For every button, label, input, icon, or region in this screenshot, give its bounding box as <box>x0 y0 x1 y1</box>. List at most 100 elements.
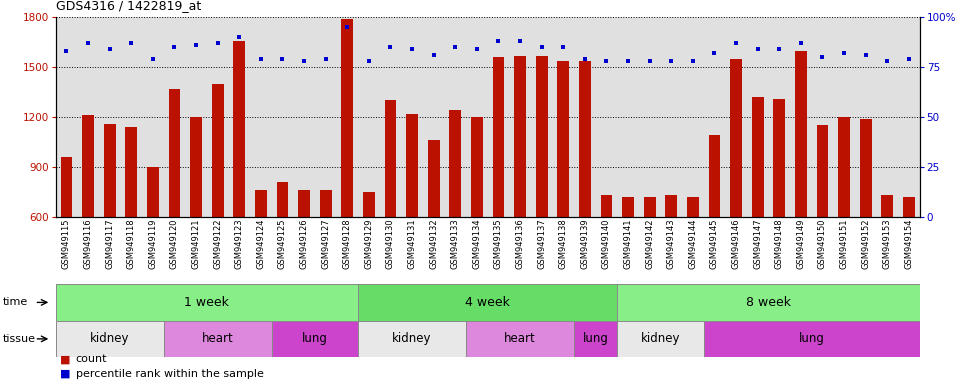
Bar <box>358 284 617 321</box>
Bar <box>56 284 358 321</box>
Point <box>513 38 528 44</box>
Point <box>340 24 355 30</box>
Bar <box>212 84 224 217</box>
Text: GDS4316 / 1422819_at: GDS4316 / 1422819_at <box>56 0 201 12</box>
Text: heart: heart <box>504 333 536 345</box>
Text: tissue: tissue <box>3 334 36 344</box>
Bar <box>644 197 656 217</box>
Bar <box>272 321 358 357</box>
Bar <box>342 19 353 217</box>
Bar <box>574 321 617 357</box>
Bar <box>665 195 677 217</box>
Bar <box>233 41 245 217</box>
Bar <box>428 141 440 217</box>
Point <box>577 56 592 62</box>
Text: ■: ■ <box>60 354 75 364</box>
Text: 8 week: 8 week <box>746 296 791 309</box>
Point <box>879 58 895 64</box>
Text: kidney: kidney <box>393 333 432 345</box>
Bar <box>795 51 806 217</box>
Point <box>102 46 117 52</box>
Bar <box>276 182 288 217</box>
Bar <box>881 195 893 217</box>
Bar <box>190 117 202 217</box>
Point <box>124 40 139 46</box>
Point <box>426 52 442 58</box>
Point <box>145 56 160 62</box>
Bar <box>536 56 547 217</box>
Point <box>447 44 463 50</box>
Bar <box>126 127 137 217</box>
Text: ■: ■ <box>60 369 75 379</box>
Point <box>901 56 917 62</box>
Bar <box>147 167 158 217</box>
Point <box>81 40 96 46</box>
Point <box>707 50 722 56</box>
Bar <box>817 126 828 217</box>
Text: 1 week: 1 week <box>184 296 229 309</box>
Bar <box>358 321 467 357</box>
Point <box>275 56 290 62</box>
Bar <box>83 116 94 217</box>
Bar <box>449 111 461 217</box>
Point <box>642 58 658 64</box>
Point <box>599 58 614 64</box>
Bar <box>515 56 526 217</box>
Point <box>663 58 679 64</box>
Point <box>231 34 247 40</box>
Bar <box>163 321 272 357</box>
Point <box>556 44 571 50</box>
Point <box>59 48 74 54</box>
Point <box>534 44 549 50</box>
Text: count: count <box>76 354 108 364</box>
Bar <box>492 57 504 217</box>
Bar <box>558 61 569 217</box>
Bar <box>299 190 310 217</box>
Point <box>318 56 333 62</box>
Bar <box>104 124 115 217</box>
Point <box>188 42 204 48</box>
Point <box>297 58 312 64</box>
Point <box>793 40 808 46</box>
Bar <box>731 59 742 217</box>
Text: kidney: kidney <box>640 333 681 345</box>
Bar <box>752 97 763 217</box>
Bar <box>774 99 785 217</box>
Text: kidney: kidney <box>90 333 130 345</box>
Text: lung: lung <box>583 333 609 345</box>
Bar <box>320 190 331 217</box>
Bar <box>601 195 612 217</box>
Bar <box>255 190 267 217</box>
Bar <box>406 114 418 217</box>
Point <box>772 46 787 52</box>
Bar <box>60 157 72 217</box>
Bar <box>579 61 590 217</box>
Bar <box>708 136 720 217</box>
Bar <box>687 197 699 217</box>
Bar <box>704 321 920 357</box>
Text: time: time <box>3 297 28 308</box>
Text: 4 week: 4 week <box>466 296 510 309</box>
Point <box>361 58 376 64</box>
Point <box>210 40 226 46</box>
Text: heart: heart <box>202 333 233 345</box>
Point <box>469 46 485 52</box>
Bar <box>363 192 374 217</box>
Bar <box>622 197 634 217</box>
Bar <box>56 321 163 357</box>
Point <box>491 38 506 44</box>
Point <box>167 44 182 50</box>
Text: lung: lung <box>799 333 825 345</box>
Point <box>253 56 269 62</box>
Bar <box>385 101 396 217</box>
Point <box>404 46 420 52</box>
Bar <box>169 89 180 217</box>
Bar <box>471 117 483 217</box>
Text: lung: lung <box>302 333 327 345</box>
Text: percentile rank within the sample: percentile rank within the sample <box>76 369 264 379</box>
Point <box>836 50 852 56</box>
Bar <box>903 197 915 217</box>
Point <box>858 52 874 58</box>
Bar <box>617 284 920 321</box>
Point <box>815 54 830 60</box>
